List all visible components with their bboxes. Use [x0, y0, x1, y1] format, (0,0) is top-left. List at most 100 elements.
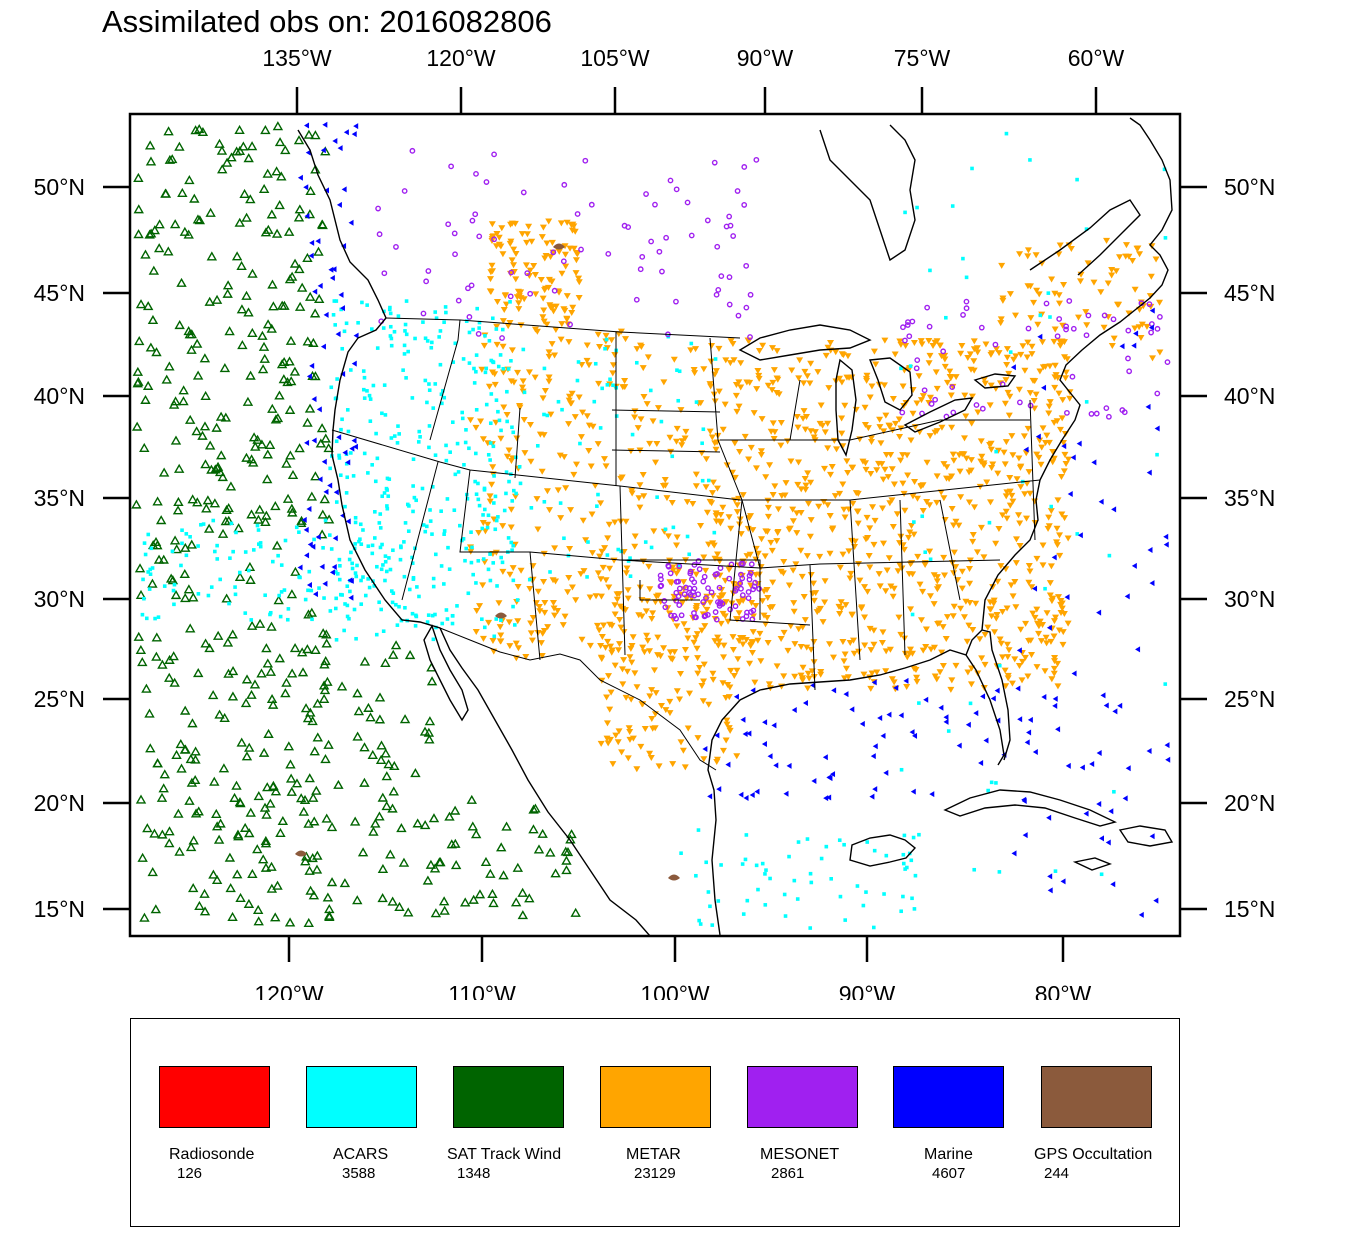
- metar-marker: [579, 517, 587, 524]
- metar-marker: [646, 648, 654, 655]
- sat-track-wind-marker: [205, 207, 216, 217]
- metar-marker: [992, 346, 1000, 353]
- acars-marker: [345, 408, 350, 412]
- sat-track-wind-marker: [363, 702, 374, 712]
- sat-track-wind-marker: [234, 571, 246, 582]
- metar-marker: [488, 221, 496, 228]
- metar-marker: [608, 337, 616, 344]
- metar-marker: [1051, 654, 1059, 661]
- mesonet-marker: [1088, 411, 1095, 417]
- metar-marker: [572, 597, 580, 604]
- acars-marker: [529, 506, 534, 510]
- metar-marker: [827, 340, 835, 347]
- metar-marker: [867, 438, 875, 445]
- marine-marker: [910, 788, 916, 795]
- legend-label: ACARS: [333, 1146, 389, 1163]
- sat-track-wind-marker: [219, 363, 231, 373]
- metar-marker: [970, 358, 978, 365]
- metar-marker: [933, 473, 941, 480]
- marine-marker: [1055, 726, 1061, 733]
- acars-marker: [694, 400, 699, 404]
- metar-marker: [918, 341, 926, 348]
- metar-marker: [626, 729, 634, 736]
- metar-marker: [661, 477, 669, 484]
- metar-marker: [692, 471, 700, 478]
- acars-marker: [498, 353, 503, 357]
- sat-track-wind-marker: [279, 300, 290, 310]
- metar-marker: [628, 659, 636, 666]
- acars-marker: [441, 388, 445, 393]
- metar-marker: [1052, 614, 1060, 621]
- metar-marker: [530, 263, 538, 270]
- sat-track-wind-marker: [244, 828, 255, 838]
- marine-marker: [1098, 498, 1104, 505]
- sat-track-wind-marker: [187, 883, 199, 893]
- metar-marker: [575, 275, 583, 282]
- acars-marker: [365, 389, 369, 393]
- acars-marker: [1107, 553, 1112, 558]
- metar-marker: [840, 506, 848, 513]
- acars-marker: [350, 566, 355, 571]
- marine-marker: [301, 516, 307, 523]
- acars-marker: [698, 922, 703, 926]
- legend-label: METAR: [626, 1146, 681, 1163]
- acars-marker: [545, 413, 550, 418]
- sat-track-wind-marker: [217, 528, 229, 538]
- metar-marker: [544, 624, 552, 631]
- florida-coastline: [965, 629, 1011, 761]
- metar-marker: [932, 369, 940, 376]
- metar-marker: [550, 605, 558, 612]
- metar-marker: [631, 670, 639, 677]
- metar-marker: [712, 446, 720, 453]
- metar-marker: [601, 545, 609, 552]
- metar-marker: [773, 538, 781, 545]
- metar-marker: [577, 571, 585, 578]
- sat-track-wind-marker: [308, 337, 319, 347]
- sat-track-wind-marker: [254, 618, 266, 628]
- metar-marker: [934, 620, 942, 627]
- acars-marker: [466, 591, 471, 596]
- metar-marker: [1047, 508, 1055, 515]
- acars-marker: [143, 552, 148, 557]
- right-tick-label: 50°N: [1224, 174, 1275, 200]
- metar-marker: [505, 619, 513, 626]
- metar-marker: [561, 251, 569, 258]
- acars-marker: [430, 613, 435, 618]
- metar-marker: [651, 599, 659, 606]
- metar-marker: [1114, 301, 1122, 308]
- metar-marker: [904, 472, 912, 479]
- metar-marker: [960, 614, 968, 621]
- sat-track-wind-marker: [444, 811, 455, 821]
- metar-marker: [555, 248, 563, 255]
- acars-marker: [337, 557, 342, 562]
- acars-marker: [482, 487, 487, 492]
- acars-marker: [899, 909, 903, 914]
- metar-marker: [1108, 267, 1116, 274]
- metar-marker: [637, 416, 645, 423]
- mesonet-marker: [472, 211, 479, 218]
- acars-marker: [332, 299, 337, 303]
- sat-track-wind-marker: [236, 304, 248, 314]
- metar-marker: [602, 332, 610, 339]
- marine-marker: [1065, 762, 1071, 769]
- sat-track-wind-marker: [147, 867, 158, 877]
- sat-track-wind-marker: [172, 505, 184, 515]
- marine-marker: [1079, 764, 1085, 771]
- metar-marker: [895, 416, 903, 423]
- acars-marker: [347, 616, 351, 621]
- mesonet-marker: [1025, 325, 1032, 332]
- acars-marker: [451, 360, 456, 364]
- sat-track-wind-marker: [190, 125, 201, 135]
- metar-marker: [729, 634, 737, 641]
- metar-marker: [882, 412, 890, 419]
- marine-marker: [716, 786, 722, 793]
- metar-marker: [489, 638, 497, 645]
- sat-track-wind-marker: [388, 649, 399, 659]
- metar-marker: [491, 381, 499, 388]
- acars-marker: [297, 530, 301, 534]
- metar-marker: [623, 565, 631, 572]
- metar-marker: [1129, 257, 1137, 264]
- metar-marker: [689, 500, 697, 507]
- mesonet-marker: [673, 298, 679, 305]
- metar-marker: [1015, 512, 1023, 519]
